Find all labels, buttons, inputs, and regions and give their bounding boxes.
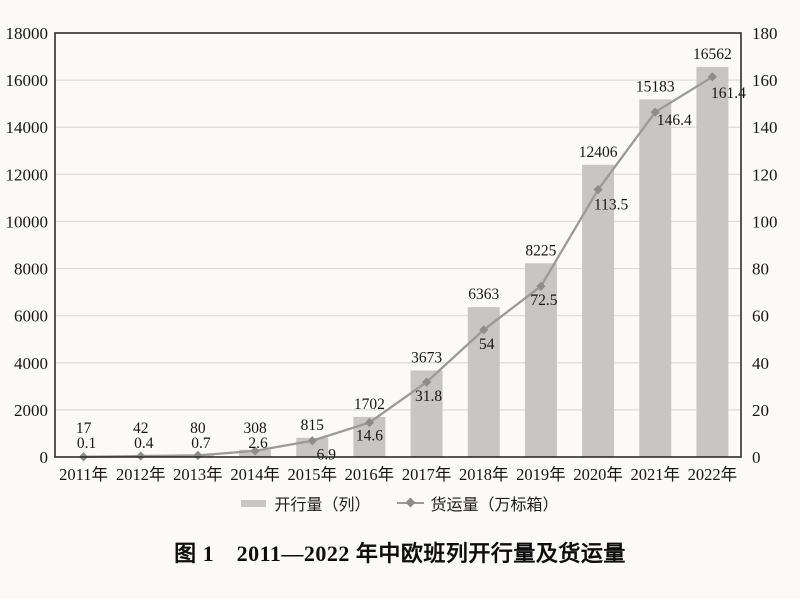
bar-series xyxy=(67,66,729,457)
plot-border xyxy=(54,32,742,458)
chart-text-label: 0 xyxy=(752,448,761,467)
chart-text-label: 40 xyxy=(752,354,769,373)
chart-legend: 开行量（列） 货运量（万标箱） xyxy=(0,491,800,515)
legend-item-line-series: 货运量（万标箱） xyxy=(396,491,559,515)
chart-text-label: 80 xyxy=(752,260,769,279)
line-path xyxy=(83,75,714,458)
line-marker-2017年 xyxy=(421,377,432,387)
chart-text-label: 6.9 xyxy=(317,447,337,464)
line-marker-2014年 xyxy=(250,446,260,456)
grid-lines xyxy=(55,79,741,411)
chart-text-label: 2020年 xyxy=(573,465,623,484)
line-marker-2020年 xyxy=(593,185,603,195)
chart-text-label: 20 xyxy=(752,401,769,420)
chart-text-label: 2021年 xyxy=(631,465,681,484)
line-marker-2012年 xyxy=(136,451,146,461)
chart-text-label: 54 xyxy=(479,336,495,353)
chart-text-label: 2011年 xyxy=(59,465,108,484)
left-axis-ticks: 0 2000 4000 6000 8000 10000 12000 14000 16000 180… xyxy=(6,24,49,467)
line-marker-2021年 xyxy=(650,107,660,117)
chart-text-label: 3673 xyxy=(411,349,442,366)
chart-text-label: 140 xyxy=(752,118,778,137)
chart-text-label: 8225 xyxy=(525,242,556,259)
line-marker-2019年 xyxy=(536,281,546,291)
chart-text-label: 180 xyxy=(752,24,778,43)
line-value-labels: 0.1 0.4 0.7 2.6 6.9 14.6 31.8 54 72.5 113.5 146.4 1… xyxy=(77,85,746,464)
chart-text-label: 0.1 xyxy=(77,435,96,452)
chart-text-label: 2013年 xyxy=(173,465,223,484)
chart-text-label: 0 xyxy=(40,448,49,467)
chart-text-label: 6363 xyxy=(468,286,499,303)
x-axis-labels: 2011年 2012年 2013年 2014年 2015年 2016年 2017年 2018年… xyxy=(59,465,737,484)
legend-label-line-series: 货运量（万标箱） xyxy=(430,497,559,514)
chart-text-label: 15183 xyxy=(636,78,675,95)
plot-border xyxy=(54,32,742,458)
chart-text-label: 2019年 xyxy=(516,465,566,484)
chart-text-label: 815 xyxy=(301,417,325,434)
line-series-swatch-icon xyxy=(396,497,424,508)
chart-text-label: 31.8 xyxy=(415,388,442,405)
chart-text-label: 72.5 xyxy=(530,292,557,309)
bar-2020年 xyxy=(582,164,615,457)
chart-text-label: 80 xyxy=(190,420,206,437)
bar-value-labels: 17 42 80 308 815 1702 3673 6363 8225 12406 15183 16… xyxy=(76,46,732,437)
chart-text-label: 146.4 xyxy=(657,112,692,129)
legend-label-bar-series: 开行量（列） xyxy=(274,497,371,514)
chart-text-label: 0.4 xyxy=(134,435,154,452)
chart-text-label: 10000 xyxy=(6,212,49,231)
figure-caption: 图 1 2011—2022 年中欧班列开行量及货运量 xyxy=(174,541,626,566)
chart-text-label: 1702 xyxy=(354,396,385,413)
chart-text-label: 2015年 xyxy=(288,465,338,484)
chart-text-label: 4000 xyxy=(14,354,48,373)
line-marker-2016年 xyxy=(364,418,375,428)
chart-text-label: 17 xyxy=(76,420,92,437)
bar-2022年 xyxy=(696,66,729,457)
chart-text-label: 308 xyxy=(243,420,267,437)
chart-text-label: 2018年 xyxy=(459,465,509,484)
chart-text-label: 14000 xyxy=(6,118,49,137)
chart-text-label: 6000 xyxy=(14,307,48,326)
chart-text-label: 12000 xyxy=(6,165,49,184)
chart-text-label: 2014年 xyxy=(230,465,280,484)
line-marker-2013年 xyxy=(193,450,203,460)
chart-text-label: 8000 xyxy=(14,260,48,279)
chart-text-label: 16562 xyxy=(693,46,732,63)
chart-text-label: 60 xyxy=(752,307,769,326)
right-axis-ticks: 0 20 40 60 80 100 120 140 160 180 xyxy=(752,24,778,467)
chart-text-label: 12406 xyxy=(579,144,618,161)
chart-text-label: 2017年 xyxy=(402,465,452,484)
chart-text-label: 2.6 xyxy=(248,435,268,452)
line-marker-2018年 xyxy=(479,325,489,335)
chart-text-label: 100 xyxy=(752,212,778,231)
chart-text-label: 18000 xyxy=(6,24,49,43)
chart-text-label: 0.7 xyxy=(191,435,211,452)
chart-text-label: 2016年 xyxy=(345,465,395,484)
chart-text-label: 14.6 xyxy=(356,428,383,445)
line-series xyxy=(78,72,718,462)
chart-text-label: 160 xyxy=(752,71,778,90)
combo-chart-canvas: 17 42 80 308 815 1702 3673 6363 8225 12406 15183 16… xyxy=(6,24,778,484)
diamond-marker-icon xyxy=(405,497,415,508)
chart-text-label: 16000 xyxy=(6,71,49,90)
bar-2021年 xyxy=(639,99,672,457)
chart-text-label: 42 xyxy=(133,420,149,437)
chart-text-label: 2012年 xyxy=(116,465,166,484)
line-marker-2022年 xyxy=(707,72,718,82)
chart-text-label: 161.4 xyxy=(711,85,746,102)
legend-item-bar-series: 开行量（列） xyxy=(241,491,371,515)
bar-series-swatch-icon xyxy=(241,499,267,507)
line-marker-2015年 xyxy=(307,436,317,446)
chart-text-label: 2000 xyxy=(14,401,48,420)
chart-text-label: 120 xyxy=(752,165,778,184)
chart-text-label: 113.5 xyxy=(594,197,629,214)
chart-text-label: 2022年 xyxy=(688,465,738,484)
